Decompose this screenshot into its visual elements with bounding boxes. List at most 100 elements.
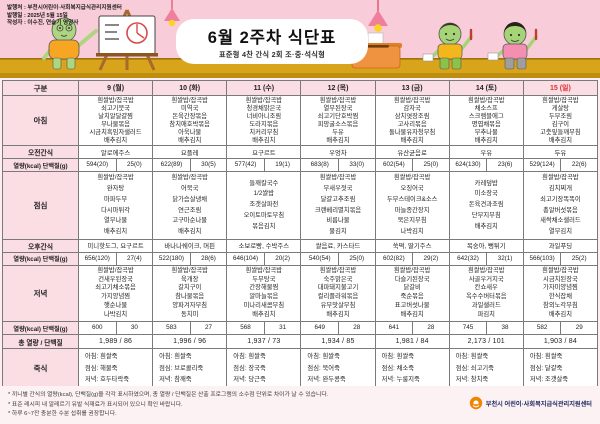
menu-item: 배추김치 <box>103 136 128 144</box>
menu-item: 마늘종간장지 <box>394 206 430 214</box>
menu-item: 저녁: 조갯살죽 <box>529 376 569 384</box>
menu-item: 도라지볶음 <box>249 120 279 128</box>
menu-cell: 아침: 흰쌀죽 점심: 북어죽 저녁: 완두콩죽 <box>300 348 376 390</box>
kcal-value: 642(32) <box>457 254 479 262</box>
kcal-value: 594(20) <box>86 161 109 169</box>
menu-item: 스크램블에그 <box>468 112 504 120</box>
menu-item: 저녁: 완두콩죽 <box>307 376 346 384</box>
menu-item: 돈육간장볶음 <box>172 112 208 120</box>
menu-item: 배추김치 <box>548 311 573 319</box>
menu-item: 배추김치 <box>474 136 498 144</box>
menu-cell: 들깨칼국수 1/2쌀밥 조갯살파전 오이토마토무침 볶음김치 <box>226 171 302 240</box>
menu-table-wrap: 구분 9 (월) 10 (화) 11 (수) 12 (목) 13 (금) 14 (토) 15 … <box>2 80 599 390</box>
protein-value: 28 <box>337 322 374 334</box>
menu-item: 저녁: 누룽지죽 <box>381 376 420 384</box>
kcal-cell: 622(89) 30(5) <box>152 158 228 173</box>
day-header: 15 (일) <box>522 80 599 96</box>
menu-item: 배추김치 <box>103 227 128 235</box>
protein-value: 25(2) <box>560 253 596 265</box>
menu-item: 카레덮밥 <box>474 179 498 187</box>
menu-item: 가지양념찜 <box>101 293 131 301</box>
smiley-logo-icon <box>469 396 482 410</box>
menu-item: 미나리새콤무침 <box>243 302 285 310</box>
menu-cell: 흰쌀밥/잡곡밥 사골우거지국 칸쇼새우 옥수수버터볶음 과일샐러드 파김치 <box>448 264 524 323</box>
table-row: 점심 흰쌀밥/잡곡밥 완자탕 마파두부 다시마튀각 열무나물 배추김치 흰쌀밥/잡곡밥 어묵국 닭… <box>2 171 599 240</box>
menu-item: 무새우젓국 <box>323 185 353 193</box>
text-cell: 1,996 / 96 <box>152 334 228 350</box>
kcal-cell: 642(32) 32(1) <box>448 251 524 266</box>
kcal-value: 522(180) <box>158 254 185 262</box>
protein-value: 22(6) <box>560 159 596 171</box>
menu-item: 청경채맑은국 <box>246 104 282 112</box>
page-title: 6월 2주차 식단표 <box>207 29 337 47</box>
menu-item: 돌나물유자청무침 <box>388 128 436 136</box>
protein-value: 28 <box>412 322 448 334</box>
table-row: 열량(kcal) 단백질(g) 600 30 583 27 568 31 649 28 641 28… <box>2 321 599 336</box>
row-label: 죽식 <box>2 348 79 390</box>
menu-item: 어묵국 <box>181 185 199 193</box>
menu-item: 물김치 <box>329 227 347 235</box>
kcal-value: 656(120) <box>84 254 110 262</box>
protein-value: 19(1) <box>263 159 300 171</box>
menu-cell: 흰쌀밥/잡곡밥 열무된장국 쇠고기단호박찜 피망굴소스볶음 두유 배추김치 <box>300 94 376 147</box>
menu-item: 배추김치 <box>400 311 424 319</box>
menu-item: 과일샐러드 <box>471 302 501 310</box>
menu-item: 1/2쌀밥 <box>253 190 275 198</box>
menu-item: 고구마순나물 <box>172 217 208 225</box>
menu-item: 고춧잎들깨무침 <box>540 128 581 136</box>
menu-item: 점심: 브로콜리죽 <box>159 364 204 372</box>
menu-item: 저녁: 참치죽 <box>455 376 489 384</box>
page-subtitle: 표준형 4찬 간식 2회 조·중·석식형 <box>218 50 326 59</box>
table-row: 오전간식 알로에주스 요플레 요구르트 우엉차 유산균음료 우유 두유 <box>2 145 599 160</box>
banner: 발행처 : 부천시어린이·사회복지급식관리지원센터 발행일 : 2025년 5월… <box>0 0 600 78</box>
kid-mascot-illustration <box>487 22 538 70</box>
table-row: 열량(kcal) 단백질(g) 656(120) 27(4) 522(180) 28(6… <box>2 251 599 266</box>
protein-value: 27 <box>189 322 226 334</box>
kcal-value: 649 <box>314 324 325 332</box>
menu-item: 흰쌀밥/잡곡밥 <box>245 97 283 104</box>
text-cell: 과일푸딩 <box>522 238 599 253</box>
text-cell: 소보로빵, 수박주스 <box>226 238 302 253</box>
menu-item: 죽순볶음 <box>400 293 424 301</box>
menu-item: 아침: 흰쌀죽 <box>455 353 489 361</box>
menu-item: 채소스프 <box>474 104 498 112</box>
menu-item: 건새우된장국 <box>98 275 133 283</box>
text-cell: 1,934 / 85 <box>300 334 376 350</box>
menu-item: 흰쌀밥/잡곡밥 <box>319 97 357 104</box>
kcal-value: 540(54) <box>308 254 331 262</box>
text-cell: 1,989 / 86 <box>77 334 154 350</box>
text-cell: 복숭아, 뻥튀기 <box>448 238 524 253</box>
menu-item: 흰쌀밥/잡곡밥 <box>393 266 431 274</box>
menu-cell: 흰쌀밥/잡곡밥 무새우젓국 달걀고추조림 크랜베리멸치볶음 비름나물 물김치 <box>300 171 376 240</box>
menu-item: 비름나물 <box>326 217 350 225</box>
kcal-value: 624(130) <box>455 161 481 169</box>
menu-cell: 흰쌀밥/잡곡밥 오징어국 두부스테이크&소스 마늘종간장지 묵은지무침 나박김치 <box>374 171 450 240</box>
menu-item: 명엽채볶음 <box>471 120 501 128</box>
menu-cell: 흰쌀밥/잡곡밥 쇠고기뭇국 날치알달걀찜 무나물볶음 시금치흑임자샐러드 배추김치 <box>77 94 154 147</box>
row-label: 오후간식 <box>2 238 79 253</box>
menu-item: 동치미 <box>181 311 199 319</box>
footnote: * 끼니별 간식의 열량(kcal), 단백질(g)을 각각 표시하였으며, 총… <box>8 392 329 398</box>
kcal-value: 622(89) <box>160 161 183 169</box>
publisher-line: 발행처 : 부천시어린이·사회복지급식관리지원센터 <box>7 5 122 11</box>
text-cell: 우엉차 <box>300 145 376 160</box>
menu-item: 컬리플라워볶음 <box>317 293 359 301</box>
table-row: 열량(kcal) 단백질(g) 594(20) 25(0) 622(89) 30(5) 5… <box>2 158 599 173</box>
kcal-value: 582 <box>536 324 548 332</box>
menu-item: 닭가슴살냉채 <box>172 195 208 203</box>
menu-item: 흰쌀밥/잡곡밥 <box>171 97 208 104</box>
menu-cell: 흰쌀밥/잡곡밥 감자국 삼치엿장조림 고사리볶음 돌나물유자청무침 배추김치 <box>374 94 450 147</box>
kcal-value: 566(103) <box>529 254 555 262</box>
menu-item: 아침: 흰쌀죽 <box>85 353 118 361</box>
text-cell: 요플레 <box>152 145 228 160</box>
menu-item: 무나물볶음 <box>101 120 131 128</box>
row-label: 총 열량 / 단백질 <box>2 334 79 350</box>
menu-item: 배추김치 <box>474 222 498 230</box>
row-label: 아침 <box>2 94 79 147</box>
menu-cell: 카레덮밥 미소장국 돈육견과조림 단무지무침 배추김치 <box>448 171 524 240</box>
kcal-cell: 529(124) 22(6) <box>522 158 599 173</box>
menu-table: 구분 9 (월) 10 (화) 11 (수) 12 (목) 13 (금) 14 (토) 15 … <box>2 80 599 390</box>
menu-cell: 아침: 흰쌀죽 점심: 채소죽 저녁: 누룽지죽 <box>374 348 450 390</box>
row-label: 저녁 <box>2 264 79 323</box>
menu-item: 흰쌀밥/잡곡밥 <box>542 97 579 104</box>
